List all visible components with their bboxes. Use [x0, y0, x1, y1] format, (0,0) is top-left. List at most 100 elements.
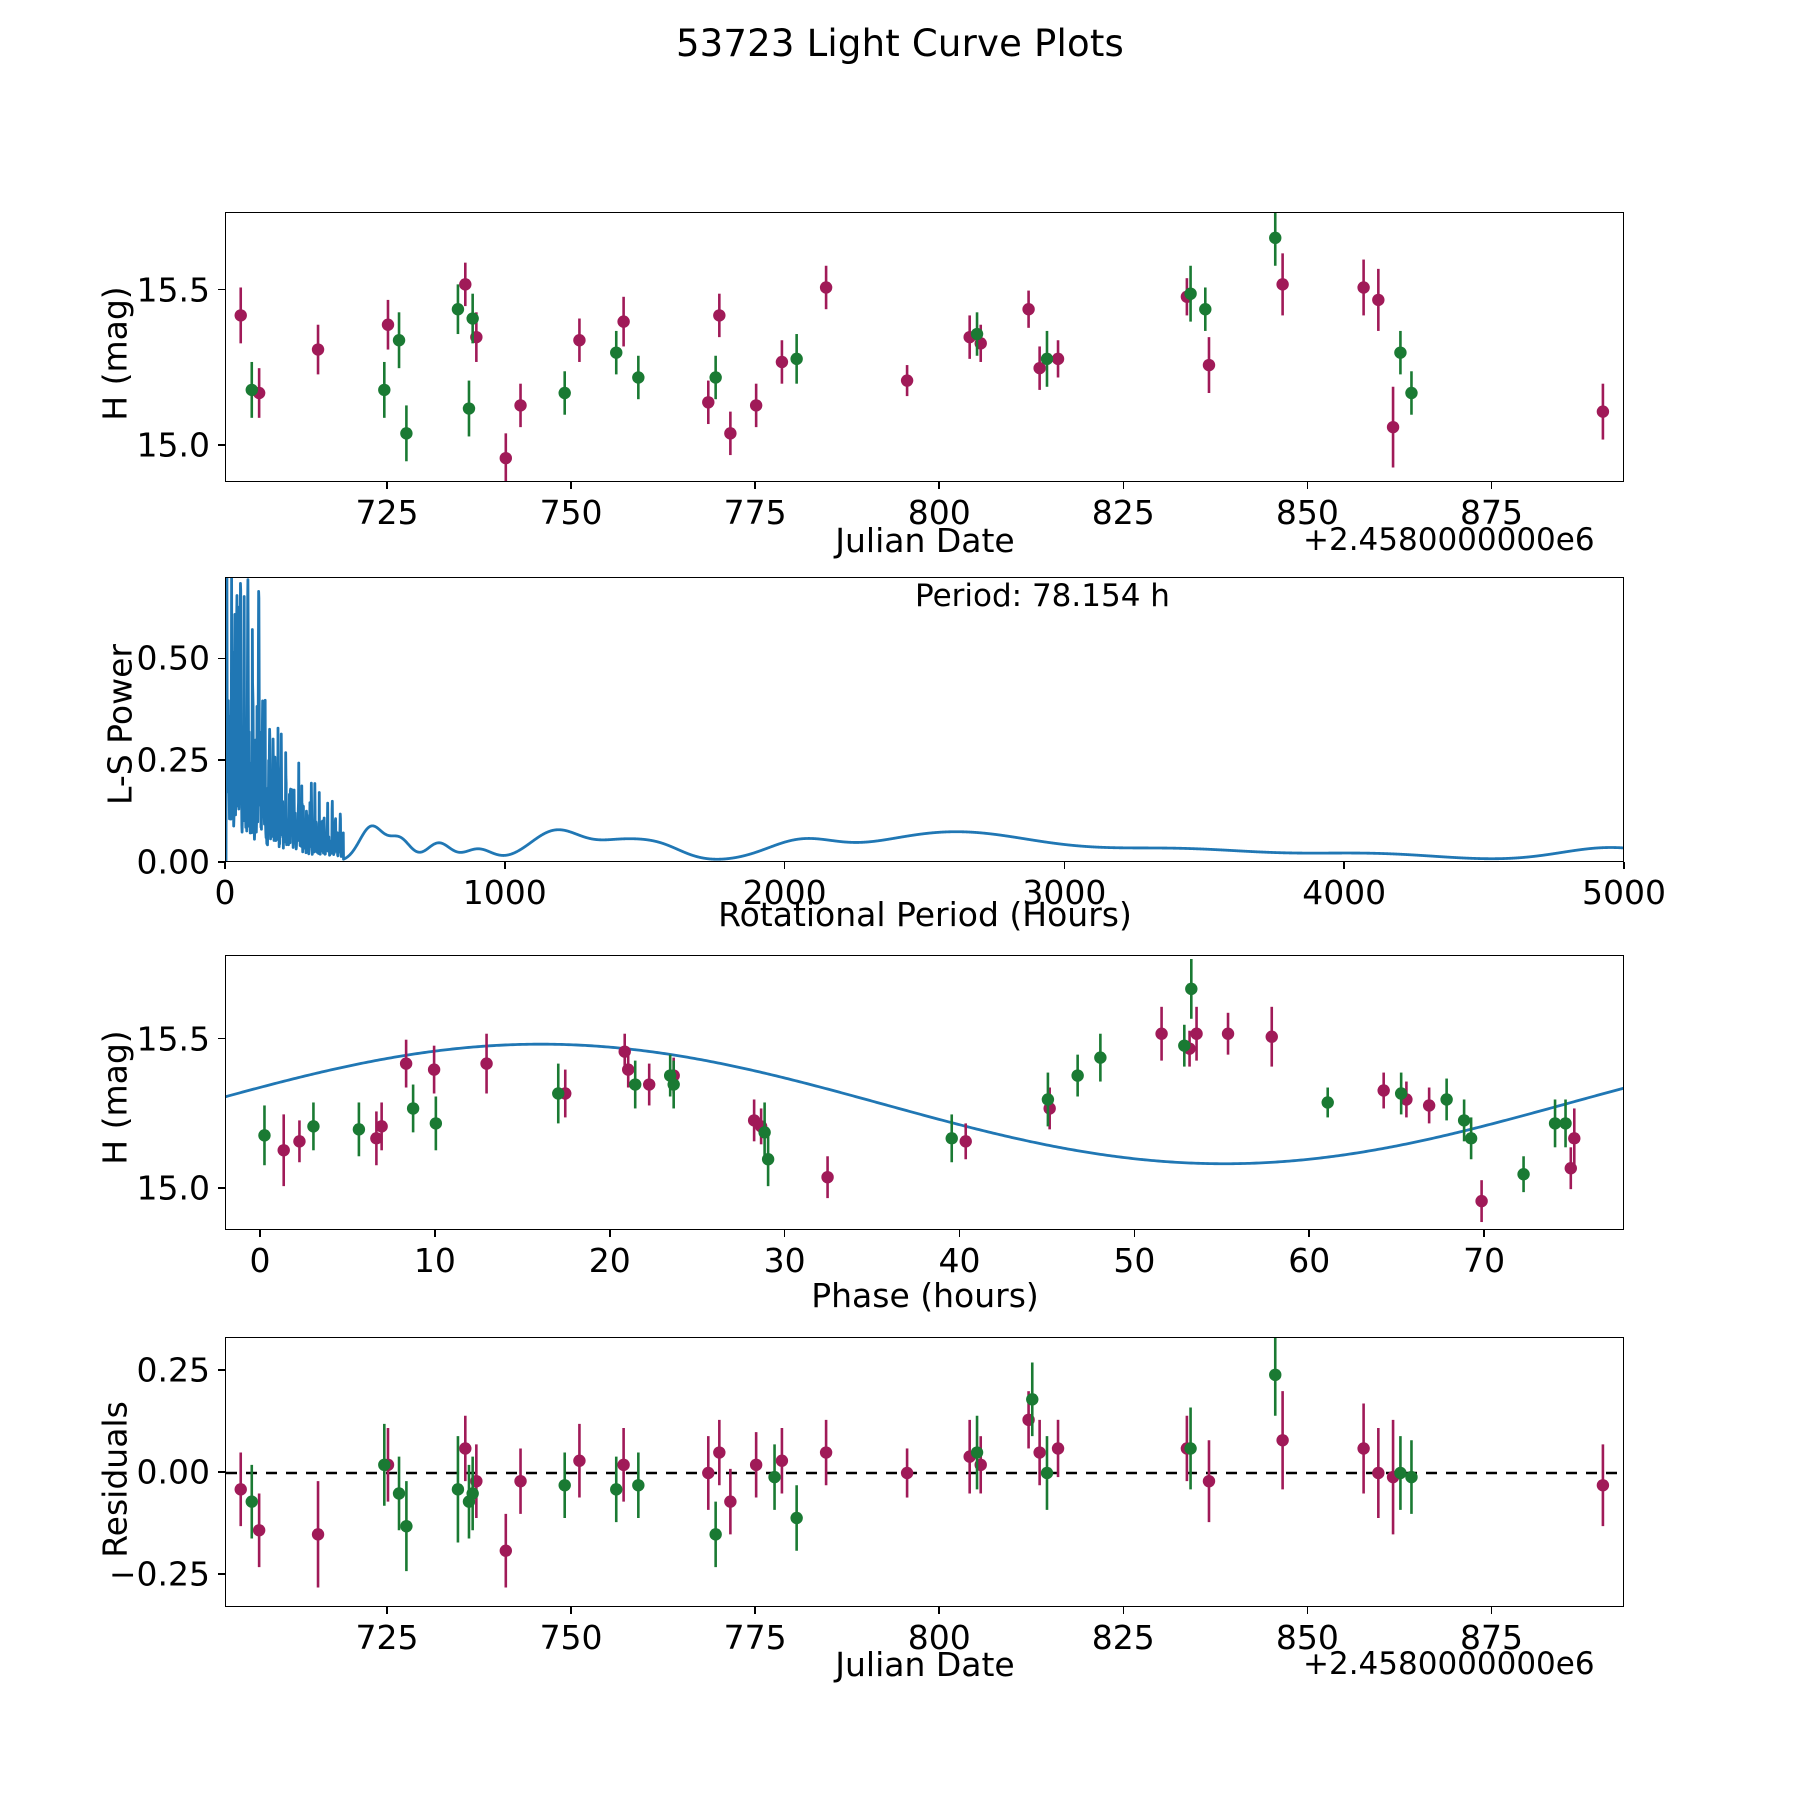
- x-tick-label: 800: [907, 1618, 971, 1657]
- x-tick-label: 850: [1275, 1618, 1339, 1657]
- x-tickmark: [504, 862, 506, 869]
- x-tick-label: 725: [355, 493, 419, 532]
- y-tick-label: 0.00: [136, 1452, 210, 1492]
- y-tick-label: 15.0: [136, 425, 210, 465]
- x-tickmark: [754, 482, 756, 489]
- y-tick-label: 15.5: [136, 270, 210, 310]
- x-tickmark: [1063, 862, 1066, 869]
- axis-label-x-periodogram: Rotational Period (Hours): [718, 895, 1132, 934]
- axis-offset-residuals: +2.4580000000e6: [1303, 1646, 1595, 1682]
- x-tickmark: [938, 1607, 941, 1614]
- y-tickmark: [218, 1471, 225, 1473]
- data-series-series_b: [245, 1338, 1418, 1572]
- y-tickmark: [218, 1573, 225, 1576]
- x-tickmark: [608, 1230, 611, 1237]
- y-tick-label: 15.5: [136, 1019, 210, 1059]
- x-tickmark: [1343, 862, 1345, 869]
- y-tickmark: [218, 1037, 225, 1040]
- x-tickmark: [434, 1230, 436, 1237]
- axis-label-y-periodogram: L-S Power: [100, 644, 140, 805]
- periodogram-curve: [226, 578, 1623, 861]
- x-tick-label: 5000: [1582, 873, 1666, 912]
- x-tick-label: 3000: [1022, 873, 1107, 912]
- axis-offset-lightcurve: +2.4580000000e6: [1303, 522, 1595, 558]
- page-title: 53723 Light Curve Plots: [675, 22, 1125, 65]
- x-tick-label: 775: [723, 493, 787, 532]
- x-tick-label: 850: [1275, 493, 1339, 532]
- residuals-plot-area: [226, 1338, 1623, 1588]
- axis-label-x-phase: Phase (hours): [811, 1276, 1039, 1315]
- x-tickmark: [1490, 1607, 1493, 1614]
- x-tickmark: [1308, 1230, 1311, 1237]
- period-annotation: Period: 78.154 h: [915, 578, 1170, 614]
- y-tick-label: 0.50: [136, 638, 210, 678]
- y-tick-label: −0.25: [108, 1554, 210, 1594]
- x-tickmark: [938, 482, 941, 489]
- x-tick-label: 20: [588, 1241, 631, 1280]
- axis-label-x-lightcurve: Julian Date: [835, 521, 1015, 560]
- x-tick-label: 725: [355, 1618, 419, 1657]
- x-tick-label: 875: [1459, 493, 1523, 532]
- y-tickmark: [218, 1187, 225, 1189]
- x-tick-label: 60: [1288, 1241, 1331, 1280]
- data-series-series_a: [234, 253, 1610, 481]
- data-series-series_b: [245, 213, 1418, 462]
- x-tick-label: 40: [938, 1241, 981, 1280]
- x-tickmark: [1306, 482, 1309, 489]
- x-tickmark: [224, 862, 226, 869]
- y-tick-label: 0.25: [136, 1350, 210, 1390]
- x-tick-label: 50: [1113, 1241, 1156, 1280]
- y-tickmark: [218, 288, 225, 291]
- x-tickmark: [1133, 1230, 1136, 1237]
- y-tickmark: [218, 759, 225, 761]
- periodogram-plot-area: [226, 578, 1623, 861]
- x-tickmark: [783, 1230, 786, 1237]
- x-tickmark: [570, 482, 572, 489]
- x-tickmark: [386, 482, 388, 489]
- x-tickmark: [958, 1230, 961, 1237]
- y-tick-label: 15.0: [136, 1168, 210, 1208]
- x-tick-label: 800: [907, 493, 971, 532]
- x-tickmark: [1623, 862, 1625, 869]
- y-tickmark: [218, 443, 225, 446]
- y-tick-label: 0.25: [136, 740, 210, 780]
- x-tick-label: 825: [1091, 1618, 1155, 1657]
- x-tick-label: 775: [723, 1618, 787, 1657]
- x-tickmark: [1122, 1607, 1125, 1614]
- axis-label-x-residuals: Julian Date: [835, 1645, 1015, 1684]
- panel-residuals: [225, 1337, 1624, 1607]
- x-tick-label: 825: [1091, 493, 1155, 532]
- phase-folded-plot-area: [226, 958, 1623, 1223]
- x-tick-label: 750: [539, 1618, 603, 1657]
- y-tickmark: [218, 1368, 225, 1371]
- light-curve-plot-area: [234, 213, 1610, 481]
- x-tick-label: 70: [1463, 1241, 1506, 1280]
- x-tickmark: [570, 1607, 572, 1614]
- x-tick-label: 0: [249, 1241, 271, 1280]
- x-tick-label: 750: [539, 493, 603, 532]
- y-tickmark: [218, 861, 225, 863]
- data-series-series_b: [258, 958, 1572, 1193]
- sinusoid-fit-curve: [226, 1042, 1623, 1166]
- x-tick-label: 4000: [1302, 873, 1387, 912]
- x-tickmark: [259, 1230, 261, 1237]
- x-tickmark: [1490, 482, 1493, 489]
- x-tick-label: 0: [214, 873, 236, 912]
- data-series-series_a: [234, 1391, 1610, 1588]
- x-tickmark: [386, 1607, 388, 1614]
- x-tickmark: [1483, 1230, 1485, 1237]
- x-tick-label: 2000: [742, 873, 827, 912]
- x-tick-label: 1000: [462, 873, 547, 912]
- panel-periodogram: [225, 577, 1624, 862]
- data-series-series_a: [277, 1006, 1581, 1223]
- x-tick-label: 10: [413, 1241, 456, 1280]
- y-tickmark: [218, 657, 225, 660]
- x-tick-label: 30: [763, 1241, 806, 1280]
- panel-phase-folded: [225, 955, 1624, 1230]
- x-tickmark: [1122, 482, 1125, 489]
- x-tickmark: [1306, 1607, 1309, 1614]
- panel-raw-light-curve: [225, 212, 1624, 482]
- x-tick-label: 875: [1459, 1618, 1523, 1657]
- x-tickmark: [754, 1607, 756, 1614]
